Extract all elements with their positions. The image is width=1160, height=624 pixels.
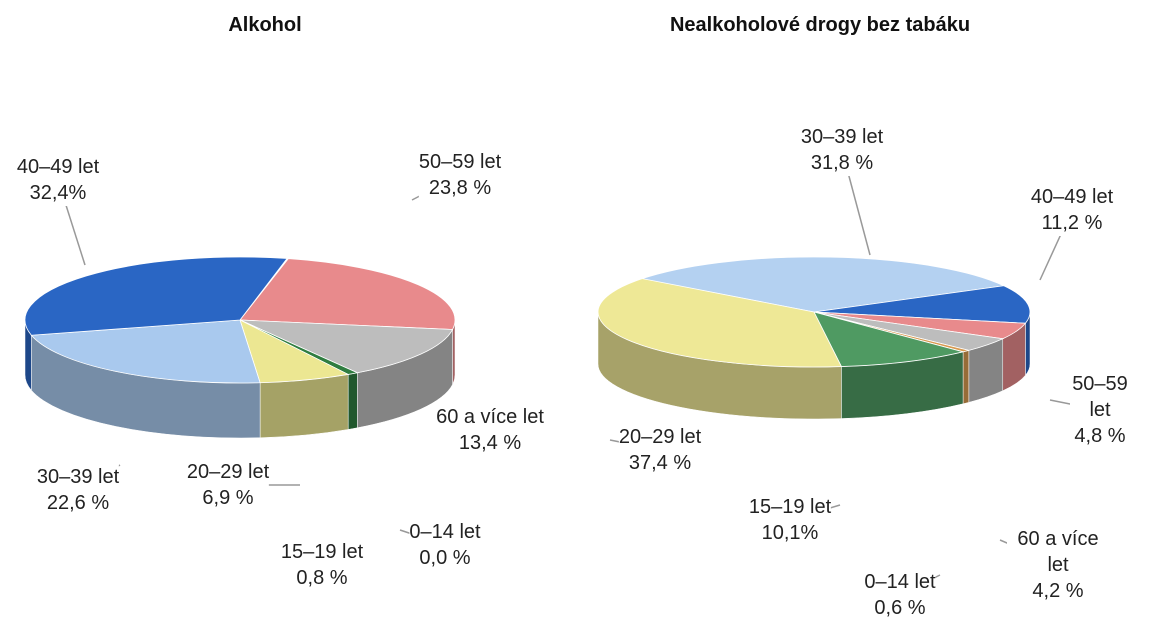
value-label: 22,6 % — [46, 492, 110, 514]
slice-label: 60 a více let 13,4 % — [436, 404, 544, 456]
category-label: 15–19 let — [748, 496, 832, 518]
value-label: 10,1% — [761, 522, 819, 544]
pie-side — [962, 350, 970, 405]
pie-slice — [813, 311, 964, 367]
pie-slice — [24, 256, 288, 336]
slice-label: 15–19 let 0,8 % — [280, 539, 364, 591]
pie-slice — [239, 258, 456, 330]
category-label: 30–39 let — [36, 466, 120, 488]
value-label: 37,4 % — [628, 452, 692, 474]
category-label: 60 a více let — [1017, 528, 1099, 576]
slice-label: 60 a více let 4,2 % — [1007, 526, 1109, 604]
category-label: 0–14 let — [409, 521, 481, 543]
value-label: 13,4 % — [458, 432, 522, 454]
value-label: 0,0 % — [419, 547, 471, 569]
value-label: 4,8 % — [1074, 425, 1126, 447]
value-label: 0,6 % — [874, 597, 926, 619]
pie-side — [347, 372, 358, 430]
value-label: 31,8 % — [810, 152, 874, 174]
chart-title: Nealkoholové drogy bez tabáku — [669, 14, 971, 36]
slice-label: 15–19 let 10,1% — [748, 494, 832, 546]
slice-label: 40–49 let 11,2 % — [1030, 184, 1114, 236]
category-label: 40–49 let — [16, 156, 100, 178]
slice-label: 50–59 let 4,8 % — [1070, 371, 1130, 449]
pie-slice — [813, 285, 1031, 324]
slice-label: 30–39 let 22,6 % — [36, 464, 120, 516]
category-label: 50–59 let — [1072, 373, 1128, 421]
category-label: 15–19 let — [280, 541, 364, 563]
slice-label: 20–29 let 6,9 % — [186, 459, 270, 511]
category-label: 0–14 let — [864, 571, 936, 593]
category-label: 20–29 let — [186, 461, 270, 483]
pie-slice — [30, 319, 261, 384]
chart-title: Alkohol — [228, 14, 302, 36]
category-label: 60 a více let — [436, 406, 544, 428]
slice-label: 0–14 let 0,0 % — [409, 519, 481, 571]
category-label: 40–49 let — [1030, 186, 1114, 208]
category-label: 20–29 let — [618, 426, 702, 448]
category-label: 30–39 let — [800, 126, 884, 148]
pie-slice — [597, 278, 843, 368]
value-label: 23,8 % — [428, 177, 492, 199]
slice-label: 30–39 let 31,8 % — [800, 124, 884, 176]
category-label: 50–59 let — [418, 151, 502, 173]
pie-slice — [239, 319, 454, 374]
value-label: 4,2 % — [1032, 580, 1084, 602]
pie-side — [452, 319, 456, 385]
slice-label: 20–29 let 37,4 % — [618, 424, 702, 476]
value-label: 32,4% — [29, 182, 87, 204]
slice-label: 40–49 let 32,4% — [16, 154, 100, 206]
value-label: 11,2 % — [1041, 212, 1103, 234]
value-label: 6,9 % — [202, 487, 254, 509]
pie-side — [259, 374, 349, 438]
slice-label: 50–59 let 23,8 % — [418, 149, 502, 201]
slice-label: 0–14 let 0,6 % — [864, 569, 936, 621]
value-label: 0,8 % — [296, 567, 348, 589]
